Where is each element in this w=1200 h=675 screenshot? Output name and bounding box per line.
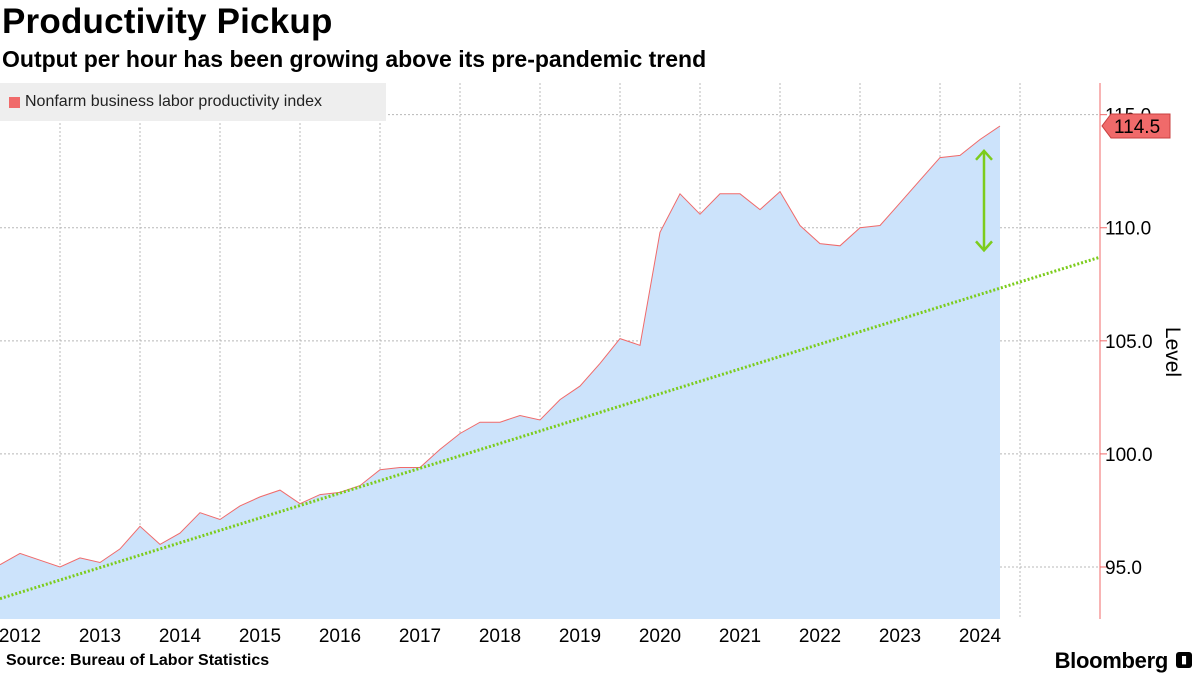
legend: Nonfarm business labor productivity inde… xyxy=(0,83,386,121)
brand-logo: Bloomberg xyxy=(1054,648,1169,673)
y-axis-title: Level xyxy=(1161,326,1184,378)
x-tick-label: 2020 xyxy=(639,626,681,647)
x-tick-label: 2022 xyxy=(799,626,841,647)
annotation-layer xyxy=(975,148,993,253)
x-axis-labels: 2012 2013 2014 2015 2016 2017 2018 2019 2020 2021… xyxy=(0,626,1002,647)
source-note: Source: Bureau of Labor Statistics xyxy=(6,652,270,669)
gap-arrow-head-up xyxy=(975,148,993,161)
x-tick-label: 2019 xyxy=(559,626,601,647)
legend-label: Nonfarm business labor productivity inde… xyxy=(25,93,323,110)
series-area xyxy=(0,125,1001,619)
series-area-fill xyxy=(0,126,1000,619)
x-tick-label: 2023 xyxy=(879,626,921,647)
chart-title: Productivity Pickup xyxy=(2,2,333,41)
x-tick-label: 2017 xyxy=(399,626,441,647)
last-value-badge xyxy=(1101,113,1171,139)
y-tick-label: 105.0 xyxy=(1105,332,1153,353)
y-tick-label: 100.0 xyxy=(1105,445,1153,466)
x-tick-label: 2018 xyxy=(479,626,521,647)
chart-subtitle: Output per hour has been growing above i… xyxy=(2,46,707,72)
x-tick-label: 2021 xyxy=(719,626,761,647)
series-line xyxy=(0,125,1001,568)
last-value-label: 114.5 xyxy=(1114,117,1160,138)
x-tick-label: 2015 xyxy=(239,626,281,647)
x-tick-label: 2016 xyxy=(319,626,361,647)
x-tick-label: 2012 xyxy=(0,626,41,647)
y-tick-label: 110.0 xyxy=(1105,219,1151,240)
x-tick-label: 2013 xyxy=(79,626,121,647)
gap-arrow-head-down xyxy=(975,240,993,253)
legend-swatch xyxy=(9,96,20,108)
y-tick-label: 95.0 xyxy=(1105,558,1142,579)
x-tick-label: 2014 xyxy=(159,626,202,647)
brand-icon: ▮ xyxy=(1176,652,1192,668)
x-tick-label: 2024 xyxy=(959,626,1002,647)
